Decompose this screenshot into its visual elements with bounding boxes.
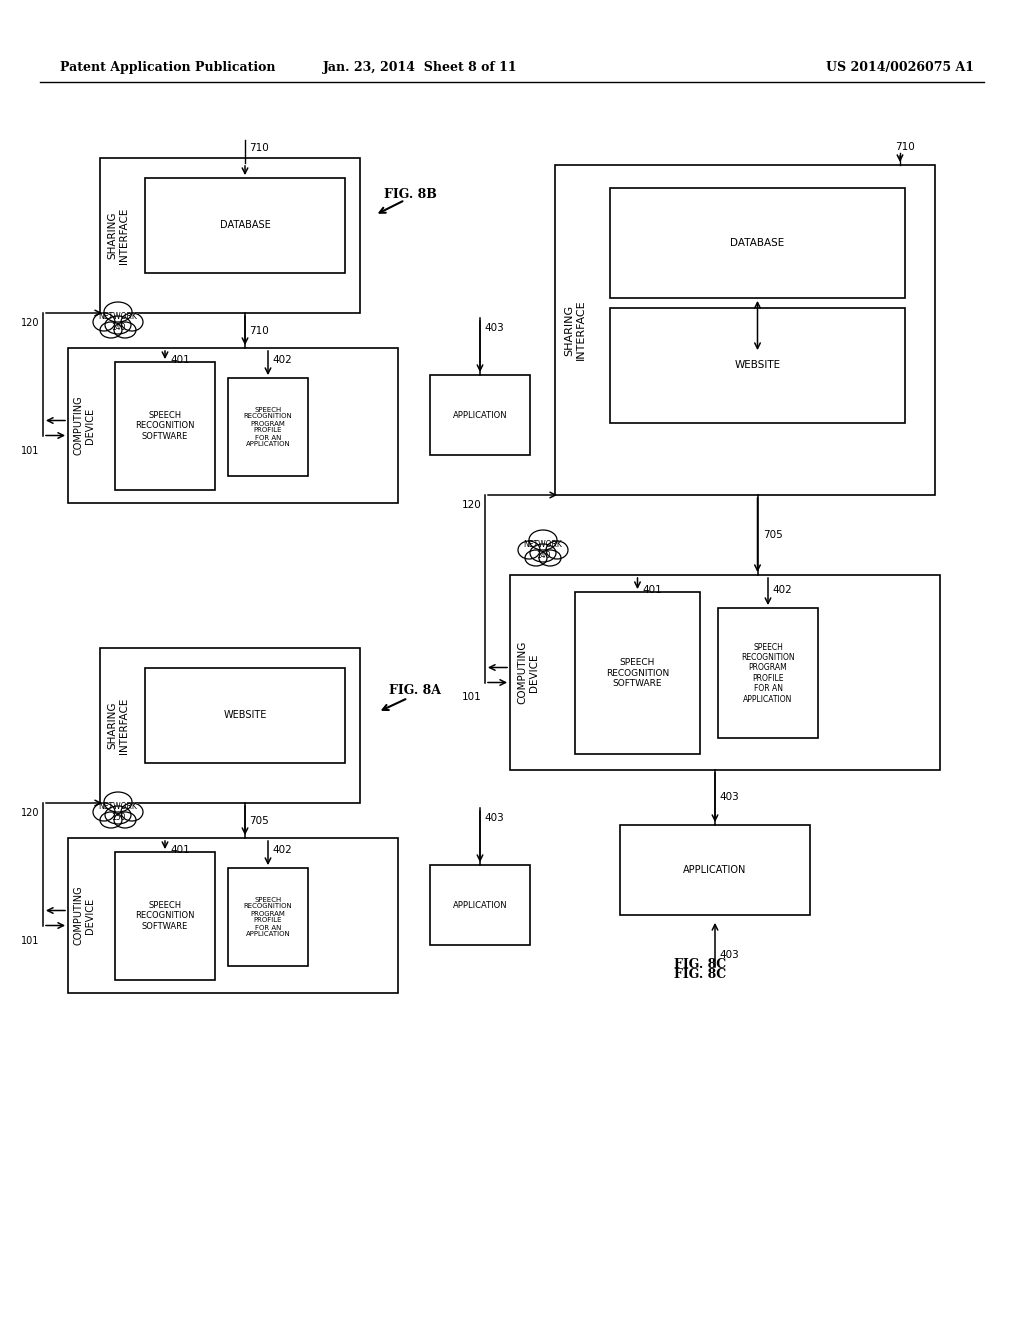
Text: SPEECH
RECOGNITION
PROGRAM
PROFILE
FOR AN
APPLICATION: SPEECH RECOGNITION PROGRAM PROFILE FOR A… xyxy=(741,643,795,704)
Text: SHARING
INTERFACE: SHARING INTERFACE xyxy=(108,697,129,754)
Text: 710: 710 xyxy=(249,143,269,153)
Bar xyxy=(228,378,308,477)
Text: APPLICATION: APPLICATION xyxy=(453,900,507,909)
Text: 403: 403 xyxy=(719,792,739,803)
Ellipse shape xyxy=(104,792,132,812)
Ellipse shape xyxy=(121,313,143,331)
Ellipse shape xyxy=(530,544,556,562)
Bar xyxy=(115,362,215,490)
Bar xyxy=(430,375,530,455)
Text: WEBSITE: WEBSITE xyxy=(223,710,266,721)
Ellipse shape xyxy=(121,803,143,821)
Bar xyxy=(100,158,360,313)
Bar xyxy=(555,165,935,495)
Text: WEBSITE: WEBSITE xyxy=(734,360,780,371)
Text: 120: 120 xyxy=(20,318,39,327)
Bar xyxy=(68,838,398,993)
Ellipse shape xyxy=(104,302,132,322)
Text: NETWORK
140: NETWORK 140 xyxy=(98,313,137,331)
Ellipse shape xyxy=(546,541,568,558)
Text: DATABASE: DATABASE xyxy=(730,238,784,248)
Text: SHARING
INTERFACE: SHARING INTERFACE xyxy=(564,300,586,360)
Text: 101: 101 xyxy=(20,446,39,455)
Ellipse shape xyxy=(529,531,557,550)
Text: COMPUTING
DEVICE: COMPUTING DEVICE xyxy=(73,886,95,945)
Text: SPEECH
RECOGNITION
PROGRAM
PROFILE
FOR AN
APPLICATION: SPEECH RECOGNITION PROGRAM PROFILE FOR A… xyxy=(244,896,293,937)
Text: 403: 403 xyxy=(484,323,504,333)
Ellipse shape xyxy=(539,550,561,566)
Bar xyxy=(718,609,818,738)
Bar xyxy=(575,591,700,754)
Bar xyxy=(610,187,905,298)
Bar xyxy=(620,825,810,915)
Text: DATABASE: DATABASE xyxy=(219,220,270,231)
Text: 402: 402 xyxy=(772,585,792,595)
Text: FIG. 8B: FIG. 8B xyxy=(384,189,436,202)
Text: 120: 120 xyxy=(462,500,482,510)
Text: FIG. 8C: FIG. 8C xyxy=(674,958,726,972)
Text: COMPUTING
DEVICE: COMPUTING DEVICE xyxy=(73,396,95,455)
Bar xyxy=(228,869,308,966)
Text: 403: 403 xyxy=(719,950,739,960)
Text: 120: 120 xyxy=(20,808,39,818)
Ellipse shape xyxy=(114,322,136,338)
Text: 101: 101 xyxy=(20,936,39,945)
Text: NETWORK
140: NETWORK 140 xyxy=(523,540,562,560)
Bar xyxy=(610,308,905,422)
Bar xyxy=(145,178,345,273)
Text: SHARING
INTERFACE: SHARING INTERFACE xyxy=(108,207,129,264)
Text: 705: 705 xyxy=(763,531,782,540)
Text: SPEECH
RECOGNITION
PROGRAM
PROFILE
FOR AN
APPLICATION: SPEECH RECOGNITION PROGRAM PROFILE FOR A… xyxy=(244,407,293,447)
Ellipse shape xyxy=(100,322,122,338)
Ellipse shape xyxy=(105,315,131,334)
Text: 101: 101 xyxy=(462,693,482,702)
Text: Patent Application Publication: Patent Application Publication xyxy=(60,62,275,74)
Text: SPEECH
RECOGNITION
SOFTWARE: SPEECH RECOGNITION SOFTWARE xyxy=(135,902,195,931)
Text: SPEECH
RECOGNITION
SOFTWARE: SPEECH RECOGNITION SOFTWARE xyxy=(135,411,195,441)
Text: 710: 710 xyxy=(895,143,914,152)
Text: 401: 401 xyxy=(643,585,663,595)
Ellipse shape xyxy=(525,550,547,566)
Ellipse shape xyxy=(105,807,131,824)
Text: 402: 402 xyxy=(272,845,292,855)
Text: COMPUTING
DEVICE: COMPUTING DEVICE xyxy=(517,640,539,704)
Text: Jan. 23, 2014  Sheet 8 of 11: Jan. 23, 2014 Sheet 8 of 11 xyxy=(323,62,517,74)
Bar xyxy=(430,865,530,945)
Bar xyxy=(100,648,360,803)
Text: 705: 705 xyxy=(249,816,269,825)
Bar xyxy=(145,668,345,763)
Bar xyxy=(68,348,398,503)
Ellipse shape xyxy=(518,541,540,558)
Ellipse shape xyxy=(114,812,136,828)
Bar xyxy=(115,851,215,979)
Ellipse shape xyxy=(100,812,122,828)
Text: NETWORK
150: NETWORK 150 xyxy=(98,803,137,821)
Text: 403: 403 xyxy=(484,813,504,822)
Ellipse shape xyxy=(93,803,115,821)
Text: 710: 710 xyxy=(249,326,269,335)
Bar xyxy=(510,576,940,770)
Text: SPEECH
RECOGNITION
SOFTWARE: SPEECH RECOGNITION SOFTWARE xyxy=(606,659,669,688)
Text: APPLICATION: APPLICATION xyxy=(683,865,746,875)
Ellipse shape xyxy=(93,313,115,331)
Text: FIG. 8A: FIG. 8A xyxy=(389,684,441,697)
Text: 402: 402 xyxy=(272,355,292,366)
Text: 401: 401 xyxy=(170,355,189,366)
Text: FIG. 8C: FIG. 8C xyxy=(674,969,726,982)
Text: US 2014/0026075 A1: US 2014/0026075 A1 xyxy=(826,62,974,74)
Text: 401: 401 xyxy=(170,845,189,855)
Text: APPLICATION: APPLICATION xyxy=(453,411,507,420)
